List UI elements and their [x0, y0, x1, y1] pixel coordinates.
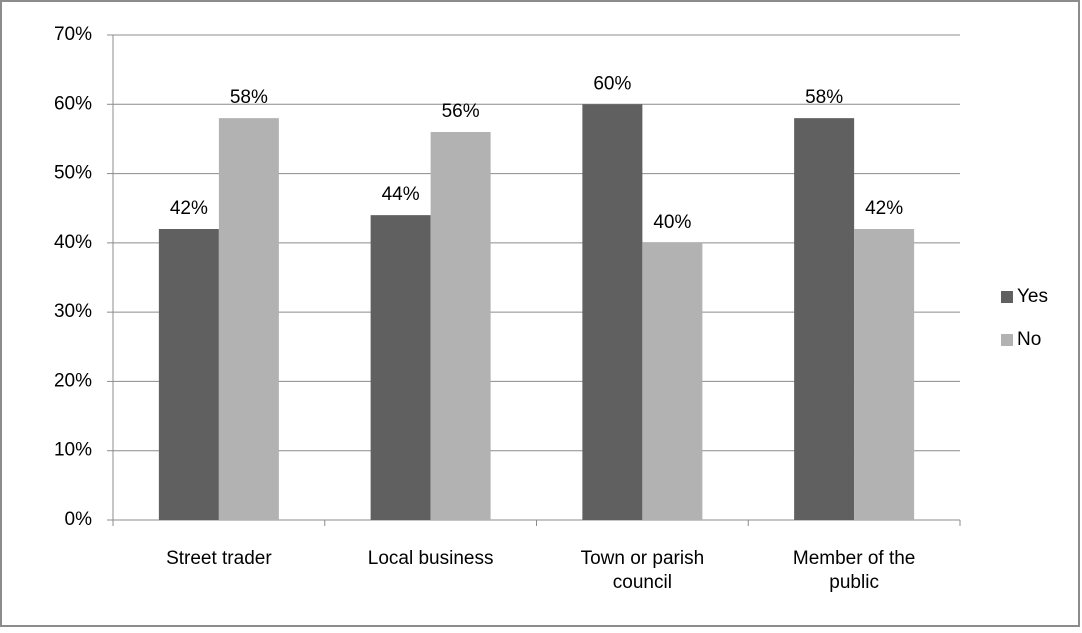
value-label: 42%	[865, 198, 903, 219]
y-tick-label: 20%	[54, 370, 92, 391]
y-tick-label: 10%	[54, 440, 92, 461]
legend-swatch	[1001, 334, 1013, 346]
value-label: 60%	[593, 73, 631, 94]
bar	[582, 104, 643, 521]
value-label: 44%	[382, 184, 420, 205]
y-tick-label: 60%	[54, 93, 92, 114]
x-tick-label: Town or parish council	[581, 548, 705, 593]
bar	[430, 132, 491, 520]
y-tick-label: 0%	[65, 509, 93, 530]
legend-swatch	[1001, 291, 1013, 303]
bar	[642, 242, 703, 520]
value-label: 58%	[805, 87, 843, 108]
value-label: 40%	[653, 212, 691, 233]
value-label: 58%	[230, 87, 268, 108]
legend-label: No	[1017, 329, 1041, 350]
x-tick-label: Local business	[368, 548, 494, 569]
legend-label: Yes	[1017, 286, 1048, 307]
value-label: 42%	[170, 198, 208, 219]
bar	[218, 118, 279, 521]
y-tick-label: 30%	[54, 301, 92, 322]
y-tick-label: 40%	[54, 232, 92, 253]
y-tick-label: 50%	[54, 163, 92, 184]
bar	[158, 229, 219, 520]
x-tick-label: Member of the public	[793, 548, 916, 593]
y-tick-label: 70%	[54, 24, 92, 45]
x-tick-label: Street trader	[166, 548, 272, 569]
value-label: 56%	[442, 101, 480, 122]
bar	[370, 215, 431, 520]
bar	[854, 229, 915, 520]
bar	[794, 118, 855, 521]
